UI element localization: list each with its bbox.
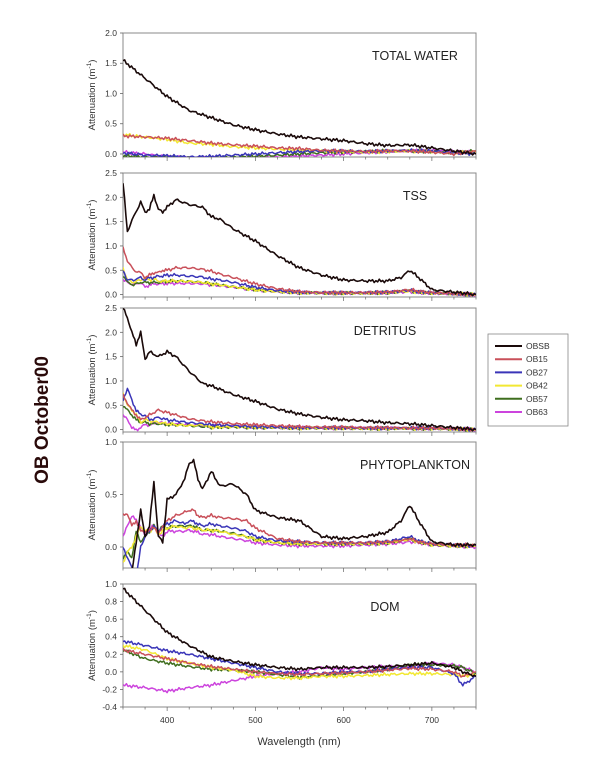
series-line-ob15 [123, 508, 476, 548]
x-tick-label: 500 [248, 715, 262, 725]
x-axis-title: Wavelength (nm) [257, 736, 340, 748]
y-tick-label: 1.0 [105, 241, 117, 251]
y-tick-label: 0.5 [105, 265, 117, 275]
y-axis-title-text: Attenuation (m [87, 619, 98, 681]
legend-label: OB27 [526, 367, 548, 377]
legend-item: OB15 [495, 354, 548, 364]
plot-frame [122, 307, 477, 433]
y-axis-title-sup: -1 [86, 62, 93, 68]
x-tick-label: 700 [425, 715, 439, 725]
y-tick-label: 0.8 [105, 597, 117, 607]
y-tick-label: 0.6 [105, 614, 117, 624]
series-line-ob15 [123, 246, 476, 297]
y-axis-title-sup: -1 [86, 202, 93, 208]
panel-title: TOTAL WATER [372, 49, 458, 63]
figure-title: OB October00 [32, 356, 53, 484]
legend-item: OB42 [495, 381, 548, 391]
legend-box [487, 333, 569, 427]
x-tick-label: 400 [160, 715, 174, 725]
y-tick-label: 1.5 [105, 217, 117, 227]
y-tick-label: -0.4 [102, 702, 117, 712]
series-line-ob27 [123, 387, 476, 432]
series-line-obsb [123, 308, 476, 432]
y-tick-label: 2.5 [105, 303, 117, 313]
plot-frame [122, 441, 477, 569]
legend: OBSB OB15 OB27 OB42 OB57 OB63 [487, 333, 569, 427]
y-tick-label: 1.0 [105, 88, 117, 98]
y-axis-title: Attenuation (m-1) [86, 60, 98, 131]
y-axis-title-text: Attenuation (m [87, 344, 98, 406]
y-tick-label: 1.5 [105, 352, 117, 362]
y-tick-label: 1.0 [105, 376, 117, 386]
y-tick-label: 0.4 [105, 632, 117, 642]
y-axis-title-text: Attenuation (m [87, 479, 98, 541]
y-axis-title-sup: -1 [86, 472, 93, 478]
y-axis-title-text: Attenuation (m [87, 69, 98, 131]
y-tick-label: 1.5 [105, 58, 117, 68]
y-axis-title: Attenuation (m-1) [86, 335, 98, 406]
legend-label: OB15 [526, 354, 548, 364]
y-axis-title-text: Attenuation (m [87, 209, 98, 271]
y-axis-title: Attenuation (m-1) [86, 200, 98, 271]
y-tick-label: 2.0 [105, 28, 117, 38]
x-tick-label: 600 [337, 715, 351, 725]
series-group [123, 308, 476, 432]
legend-label: OB57 [526, 394, 548, 404]
y-tick-label: 2.5 [105, 168, 117, 178]
y-axis-title: Attenuation (m-1) [86, 470, 98, 541]
y-tick-label: 0.5 [105, 400, 117, 410]
series-line-obsb [123, 59, 476, 156]
panel-phytoplankton: 0.0 0.5 1.0 Attenuation (m-1) PHYTOPLANKTON [86, 437, 477, 572]
y-tick-label: 0.2 [105, 649, 117, 659]
panel-tss: 0.0 0.5 1.0 1.5 2.0 2.5 Attenuation (m-1) TSS [86, 168, 477, 301]
y-tick-label: 2.0 [105, 327, 117, 337]
legend-label: OB42 [526, 381, 548, 391]
series-line-obsb [123, 587, 476, 678]
series-line-ob15 [123, 133, 476, 157]
y-tick-label: 0.0 [105, 542, 117, 552]
plot-frame [122, 583, 477, 708]
panel-total-water: 0.0 0.5 1.0 1.5 2.0 Attenuation (m-1) TOTAL WA… [86, 28, 477, 161]
y-tick-label: 0.5 [105, 119, 117, 129]
panel-title: DOM [370, 600, 399, 614]
y-tick-label: 1.0 [105, 579, 117, 589]
legend-label: OBSB [526, 341, 550, 351]
y-tick-label: 0.0 [105, 425, 117, 435]
y-axis-title-close: ) [87, 610, 98, 613]
y-axis-title-sup: -1 [86, 613, 93, 619]
panel-title: DETRITUS [354, 324, 417, 338]
y-tick-label: 0.0 [105, 667, 117, 677]
y-axis-title-close: ) [87, 60, 98, 63]
series-line-ob15 [123, 647, 476, 678]
y-tick-label: 2.0 [105, 192, 117, 202]
series-group [123, 183, 476, 297]
legend-item: OB57 [495, 394, 548, 404]
y-axis-title-close: ) [87, 200, 98, 203]
y-tick-label: 1.0 [105, 437, 117, 447]
legend-label: OB63 [526, 407, 548, 417]
y-tick-label: 0.5 [105, 490, 117, 500]
legend-item: OBSB [495, 341, 550, 351]
y-tick-label: -0.2 [102, 684, 117, 694]
panel-dom: -0.4 -0.2 0.0 0.2 0.4 0.6 0.8 1.0 400 500 600 700 At… [86, 579, 477, 725]
y-tick-label: 0.0 [105, 290, 117, 300]
series-group [123, 458, 476, 568]
series-group [123, 587, 476, 694]
series-line-ob15 [123, 393, 476, 432]
y-axis-title-close: ) [87, 470, 98, 473]
series-group [123, 59, 476, 157]
y-axis-title-sup: -1 [86, 337, 93, 343]
panel-title: TSS [403, 189, 427, 203]
y-axis-title-close: ) [87, 335, 98, 338]
panel-detritus: 0.0 0.5 1.0 1.5 2.0 2.5 Attenuation (m-1) DETRI… [86, 303, 477, 436]
series-line-obsb [123, 183, 476, 297]
y-tick-label: 0.0 [105, 149, 117, 159]
series-line-obsb [131, 458, 476, 568]
panel-title: PHYTOPLANKTON [360, 458, 470, 472]
legend-item: OB27 [495, 367, 548, 377]
legend-item: OB63 [495, 407, 548, 417]
y-axis-title: Attenuation (m-1) [86, 610, 98, 681]
